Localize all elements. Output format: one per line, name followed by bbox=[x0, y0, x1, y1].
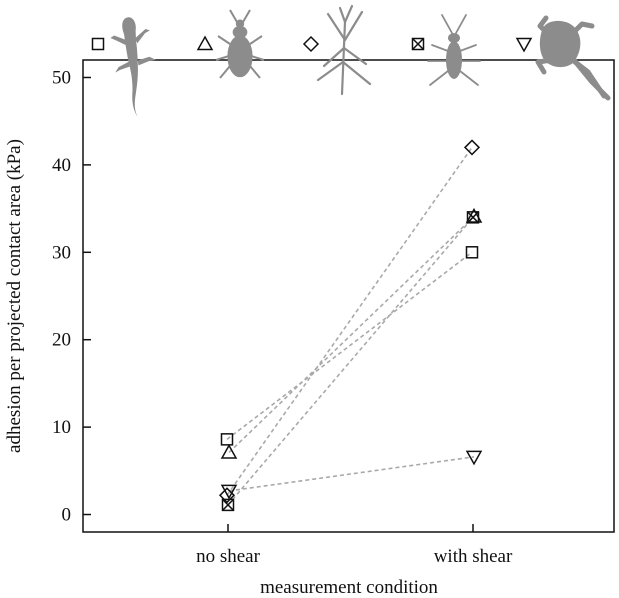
point-triangle-up-no-shear bbox=[220, 443, 238, 459]
point-triangle-down-with-shear bbox=[465, 450, 483, 466]
y-tick-label: 20 bbox=[52, 330, 71, 351]
x-axis: no shear with shear bbox=[196, 524, 513, 567]
y-axis: 0 10 20 30 40 50 bbox=[52, 67, 91, 526]
legend-marker-diamond bbox=[302, 35, 320, 53]
y-tick-label: 0 bbox=[62, 505, 72, 526]
y-tick-label: 10 bbox=[52, 417, 71, 438]
beetle-icon bbox=[227, 19, 253, 78]
point-triangle-down-no-shear bbox=[220, 484, 238, 500]
point-square-with-shear bbox=[465, 246, 479, 259]
stick-insect-icon bbox=[316, 4, 372, 96]
gecko-icon bbox=[107, 14, 164, 120]
animal-legend bbox=[91, 4, 611, 120]
data-markers bbox=[218, 139, 483, 512]
series-line-triangle-up bbox=[228, 215, 475, 454]
x-tick-label: no shear bbox=[196, 546, 261, 567]
cockroach-legs-icon bbox=[427, 14, 481, 86]
x-axis-label: measurement condition bbox=[260, 577, 438, 598]
beetle-legs-icon bbox=[215, 9, 265, 79]
plot-frame bbox=[82, 59, 615, 533]
legend-marker-triangle-down bbox=[515, 37, 533, 53]
y-axis-label: adhesion per projected contact area (kPa… bbox=[4, 139, 25, 453]
legend-marker-square bbox=[91, 37, 105, 51]
plot-border bbox=[82, 59, 615, 533]
series-line-triangle-down bbox=[228, 456, 475, 492]
y-tick-label: 30 bbox=[52, 242, 71, 263]
point-square-x-with-shear bbox=[466, 211, 480, 224]
point-square-x-no-shear bbox=[221, 498, 235, 512]
y-tick-label: 50 bbox=[52, 67, 71, 88]
connector-lines bbox=[226, 146, 475, 506]
series-line-square bbox=[226, 251, 473, 440]
series-line-diamond bbox=[226, 146, 473, 496]
tree-frog-limbs-icon bbox=[535, 15, 611, 101]
series-line-square-x bbox=[227, 216, 474, 506]
point-diamond-with-shear bbox=[463, 139, 481, 156]
x-tick-label: with shear bbox=[434, 546, 513, 567]
legend-marker-triangle-up bbox=[196, 35, 214, 51]
point-square-no-shear bbox=[220, 433, 234, 446]
cockroach-icon bbox=[446, 33, 462, 79]
y-tick-label: 40 bbox=[52, 155, 71, 176]
legend-marker-square-x bbox=[411, 37, 425, 51]
